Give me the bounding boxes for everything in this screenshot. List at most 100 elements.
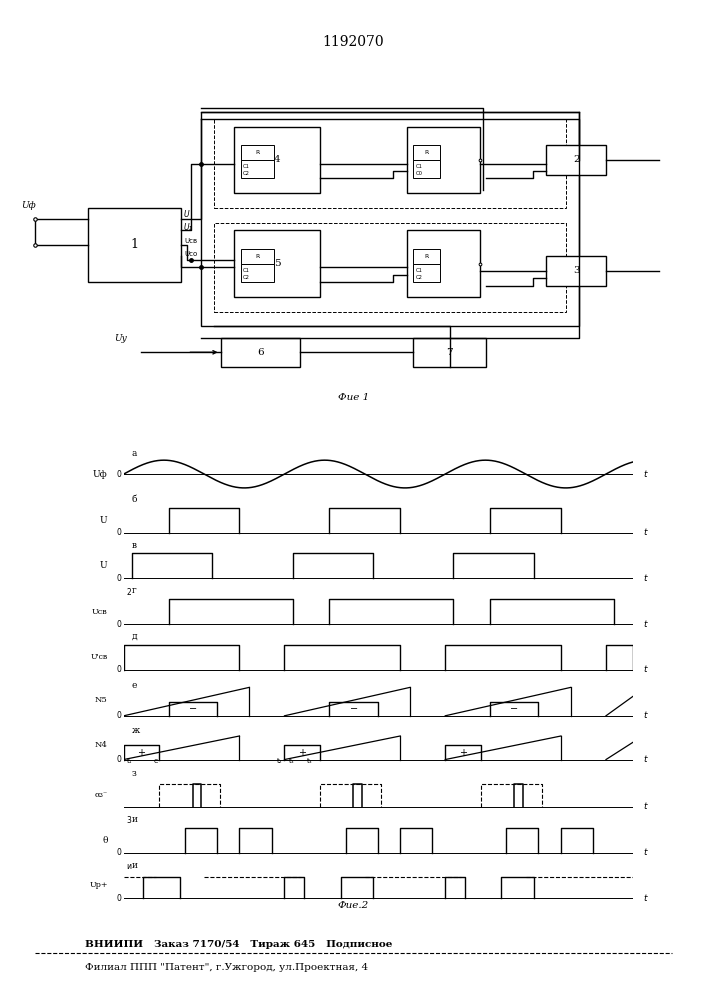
Text: t: t xyxy=(643,470,647,479)
Text: 1: 1 xyxy=(130,238,138,251)
Text: C2: C2 xyxy=(243,171,250,176)
Text: t: t xyxy=(643,620,647,629)
Text: t: t xyxy=(643,528,647,537)
Text: C1: C1 xyxy=(243,164,250,169)
Text: t: t xyxy=(643,755,647,764)
Bar xyxy=(547,256,606,286)
Bar xyxy=(414,263,440,282)
Text: R: R xyxy=(255,254,259,259)
Text: −: − xyxy=(510,704,518,714)
Text: и: и xyxy=(132,861,138,870)
Text: t₃: t₃ xyxy=(288,758,294,764)
Text: U: U xyxy=(100,561,107,570)
Text: t₂: t₂ xyxy=(276,758,282,764)
Text: C1: C1 xyxy=(415,268,422,273)
Text: t: t xyxy=(643,894,647,903)
Text: 0: 0 xyxy=(116,665,121,674)
Text: 6: 6 xyxy=(257,348,264,357)
Bar xyxy=(414,160,440,178)
Text: t: t xyxy=(643,802,647,811)
Bar xyxy=(234,230,320,297)
Text: t: t xyxy=(643,574,647,583)
Text: 2: 2 xyxy=(573,155,580,164)
Text: −: − xyxy=(189,704,197,714)
Text: 0: 0 xyxy=(116,620,121,629)
Text: C0: C0 xyxy=(415,171,422,176)
Text: 3: 3 xyxy=(127,816,132,825)
Text: U'св: U'св xyxy=(90,653,107,661)
Text: 5: 5 xyxy=(274,259,281,268)
Text: 1192070: 1192070 xyxy=(322,35,385,49)
Bar xyxy=(214,119,566,208)
Text: U: U xyxy=(100,516,107,525)
Bar xyxy=(201,112,580,326)
Text: а: а xyxy=(132,449,137,458)
Text: U: U xyxy=(184,210,189,219)
Text: ВНИИПИ   Заказ 7170/54   Тираж 645   Подписное: ВНИИПИ Заказ 7170/54 Тираж 645 Подписное xyxy=(85,940,392,949)
Bar xyxy=(414,249,440,263)
Text: 0: 0 xyxy=(116,848,121,857)
Text: N4: N4 xyxy=(95,741,107,749)
Text: и: и xyxy=(132,815,138,824)
Text: Uр+: Uр+ xyxy=(89,881,107,889)
Text: α₃⁻: α₃⁻ xyxy=(95,790,107,798)
Bar xyxy=(221,338,300,367)
Text: д: д xyxy=(132,632,137,641)
Text: C1: C1 xyxy=(415,164,422,169)
Text: и: и xyxy=(127,862,132,871)
Bar xyxy=(547,145,606,175)
Text: 7: 7 xyxy=(447,348,453,357)
Text: R: R xyxy=(424,150,428,155)
Text: t: t xyxy=(643,848,647,857)
Bar xyxy=(240,263,274,282)
Text: г: г xyxy=(132,586,136,595)
Text: Uсв: Uсв xyxy=(184,238,197,244)
Text: 0: 0 xyxy=(116,574,121,583)
Text: Фие.2: Фие.2 xyxy=(338,901,369,910)
Text: t: t xyxy=(643,711,647,720)
Bar xyxy=(240,160,274,178)
Text: C1: C1 xyxy=(243,268,250,273)
Bar xyxy=(214,223,566,312)
Text: Uсв: Uсв xyxy=(92,608,107,616)
Text: е: е xyxy=(132,681,137,690)
Text: θ: θ xyxy=(102,836,107,845)
Text: 0: 0 xyxy=(116,528,121,537)
Text: R: R xyxy=(255,150,259,155)
Text: t: t xyxy=(643,665,647,674)
Text: Uу: Uу xyxy=(115,334,127,343)
Text: Uф: Uф xyxy=(21,201,36,210)
Text: 0: 0 xyxy=(116,755,121,764)
Text: N5: N5 xyxy=(95,696,107,704)
Bar xyxy=(88,208,181,282)
Text: в: в xyxy=(132,541,136,550)
Bar xyxy=(240,249,274,263)
Bar xyxy=(414,338,486,367)
Text: з: з xyxy=(132,769,136,778)
Text: +: + xyxy=(459,748,467,758)
Text: t₃: t₃ xyxy=(307,758,312,764)
Text: 4: 4 xyxy=(274,155,281,164)
Text: R: R xyxy=(424,254,428,259)
Text: U₁: U₁ xyxy=(184,223,192,232)
Text: C2: C2 xyxy=(415,275,422,280)
Text: ж: ж xyxy=(132,726,140,735)
Text: 0: 0 xyxy=(116,894,121,903)
Bar xyxy=(407,230,480,297)
Bar xyxy=(240,145,274,160)
Text: +: + xyxy=(298,748,306,758)
Text: +: + xyxy=(137,748,146,758)
Bar xyxy=(234,127,320,193)
Text: 3: 3 xyxy=(573,266,580,275)
Text: Uсо: Uсо xyxy=(184,251,197,257)
Text: C2: C2 xyxy=(243,275,250,280)
Bar xyxy=(407,127,480,193)
Text: 0: 0 xyxy=(116,470,121,479)
Text: е: е xyxy=(153,758,158,764)
Text: б: б xyxy=(132,495,137,504)
Text: Фие 1: Фие 1 xyxy=(338,393,369,402)
Text: 2: 2 xyxy=(127,588,132,597)
Bar xyxy=(414,145,440,160)
Text: Uф: Uф xyxy=(93,470,107,479)
Text: Филиал ППП "Патент", г.Ужгород, ул.Проектная, 4: Филиал ППП "Патент", г.Ужгород, ул.Проек… xyxy=(85,963,368,972)
